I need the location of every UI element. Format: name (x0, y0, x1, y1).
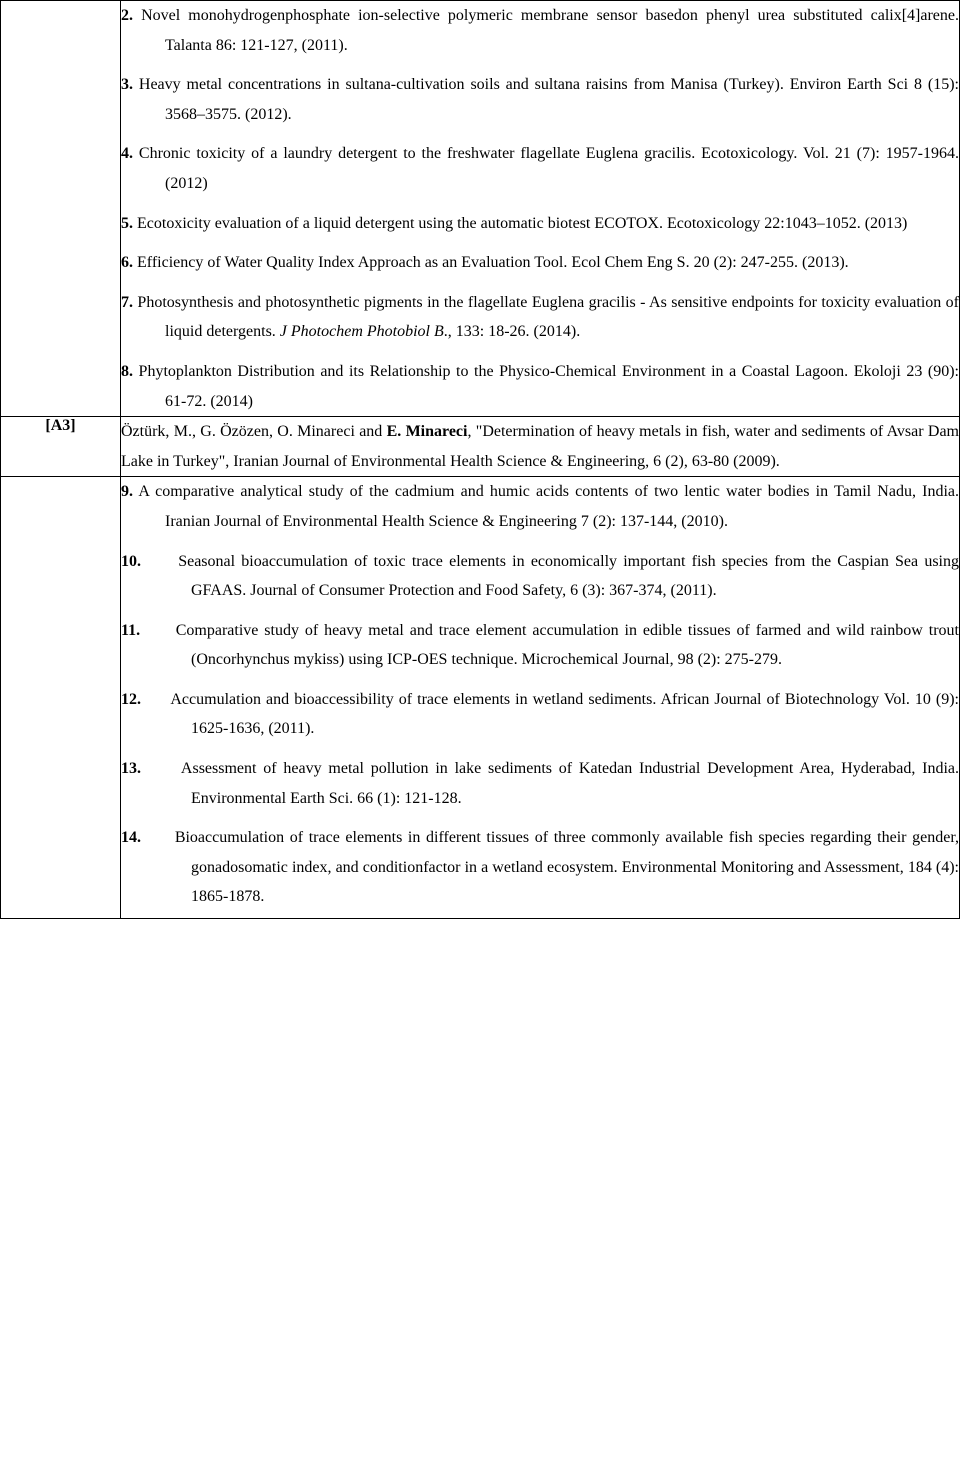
list-item: 9. A comparative analytical study of the… (121, 477, 959, 536)
item-number: 2. (121, 7, 133, 24)
citation-bold: E. Minareci (387, 423, 468, 440)
item-number: 12. (121, 691, 141, 708)
item-text: Assessment of heavy metal pollution in l… (181, 760, 959, 807)
list-item: 2. Novel monohydrogenphosphate ion-selec… (121, 1, 959, 60)
row3-label-cell (1, 477, 121, 919)
row3-content-cell: 9. A comparative analytical study of the… (121, 477, 960, 919)
item-text: Chronic toxicity of a laundry detergent … (139, 145, 959, 192)
item-number: 7. (121, 294, 133, 311)
list-item: 7. Photosynthesis and photosynthetic pig… (121, 288, 959, 347)
list-item: 13. Assessment of heavy metal pollution … (121, 754, 959, 813)
row1-label-cell (1, 1, 121, 417)
item-text: Seasonal bioaccumulation of toxic trace … (178, 553, 959, 600)
item-text: Comparative study of heavy metal and tra… (176, 622, 959, 669)
table-row: [A3] Öztürk, M., G. Özözen, O. Minareci … (1, 417, 960, 477)
item-text: A comparative analytical study of the ca… (138, 483, 959, 530)
item-text: Ecotoxicity evaluation of a liquid deter… (137, 215, 907, 232)
table-row: 9. A comparative analytical study of the… (1, 477, 960, 919)
document-table: 2. Novel monohydrogenphosphate ion-selec… (0, 0, 960, 919)
item-text: Accumulation and bioaccessibility of tra… (170, 691, 959, 738)
table-row: 2. Novel monohydrogenphosphate ion-selec… (1, 1, 960, 417)
row1-content-cell: 2. Novel monohydrogenphosphate ion-selec… (121, 1, 960, 417)
list-item: 8. Phytoplankton Distribution and its Re… (121, 357, 959, 416)
list-item: 12. Accumulation and bioaccessibility of… (121, 685, 959, 744)
list-item: 6. Efficiency of Water Quality Index App… (121, 248, 959, 278)
row2-label-cell: [A3] (1, 417, 121, 477)
item-text: Bioaccumulation of trace elements in dif… (175, 829, 959, 905)
item-text: Phytoplankton Distribution and its Relat… (139, 363, 959, 410)
item-number: 8. (121, 363, 133, 380)
item-number: 3. (121, 76, 133, 93)
list-item: 5. Ecotoxicity evaluation of a liquid de… (121, 209, 959, 239)
list-item: 3. Heavy metal concentrations in sultana… (121, 70, 959, 129)
item-number: 13. (121, 760, 141, 777)
citation-text: Öztürk, M., G. Özözen, O. Minareci and E… (121, 417, 959, 476)
item-number: 9. (121, 483, 133, 500)
item-number: 10. (121, 553, 141, 570)
item-number: 14. (121, 829, 141, 846)
list-item: 4. Chronic toxicity of a laundry deterge… (121, 139, 959, 198)
item-text: Heavy metal concentrations in sultana-cu… (139, 76, 959, 123)
item-italic: J Photochem Photobiol B (280, 323, 444, 340)
item-number: 6. (121, 254, 133, 271)
list-item: 11. Comparative study of heavy metal and… (121, 616, 959, 675)
row-label: [A3] (45, 417, 75, 434)
item-number: 11. (121, 622, 140, 639)
list-item: 14. Bioaccumulation of trace elements in… (121, 823, 959, 912)
item-text: Efficiency of Water Quality Index Approa… (137, 254, 849, 271)
row2-content-cell: Öztürk, M., G. Özözen, O. Minareci and E… (121, 417, 960, 477)
item-number: 4. (121, 145, 133, 162)
item-text-post: ., 133: 18-26. (2014). (444, 323, 580, 340)
citation-pre: Öztürk, M., G. Özözen, O. Minareci and (121, 423, 387, 440)
list-item: 10. Seasonal bioaccumulation of toxic tr… (121, 547, 959, 606)
item-number: 5. (121, 215, 133, 232)
item-text: Novel monohydrogenphosphate ion-selectiv… (141, 7, 959, 54)
